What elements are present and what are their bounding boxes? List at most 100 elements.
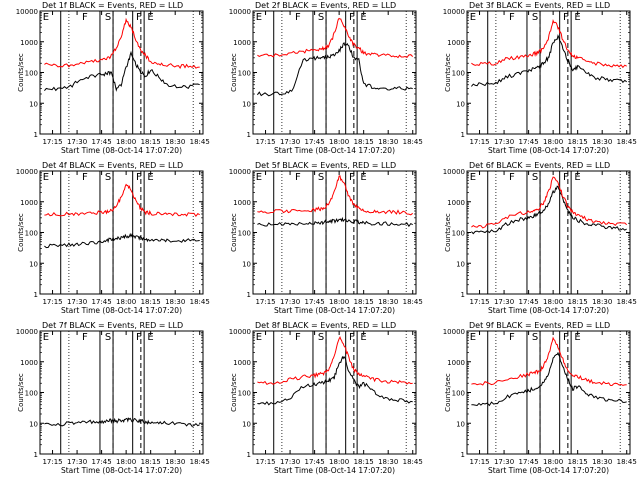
x-tick-label: 17:45 — [305, 138, 325, 146]
panel-det-5: Det 5f BLACK = Events, RED = LLD 1 10 100 10… — [229, 161, 423, 315]
x-tick-label: 18:45 — [617, 138, 637, 146]
region-label: E — [470, 332, 476, 343]
x-tick-label: 18:00 — [543, 298, 563, 306]
region-label: F — [136, 12, 142, 23]
plot-frame — [466, 10, 631, 135]
x-tick-label: 17:45 — [519, 298, 539, 306]
panel-title: Det 4f BLACK = Events, RED = LLD — [42, 161, 183, 170]
x-tick-label: 18:30 — [592, 458, 612, 466]
y-tick-label: 10000 — [229, 328, 251, 336]
y-tick-label: 1000 — [447, 199, 465, 207]
region-label: F — [563, 12, 569, 23]
region-label: F — [563, 172, 569, 183]
panel-det-8: Det 8f BLACK = Events, RED = LLD 1 10 100 10… — [229, 321, 423, 475]
x-tick-label: 17:45 — [92, 458, 112, 466]
events-series-line — [257, 355, 413, 406]
y-tick-label: 1 — [461, 451, 465, 459]
x-tick-label: 18:15 — [568, 458, 588, 466]
y-tick-label: 10000 — [229, 168, 251, 176]
events-series-line — [44, 50, 200, 92]
region-label: E — [43, 12, 49, 23]
y-tick-label: 10 — [29, 100, 38, 108]
x-tick-label: 18:00 — [116, 458, 136, 466]
y-tick-label: 100 — [238, 230, 251, 238]
x-tick-label: 18:00 — [543, 458, 563, 466]
x-tick-label: 18:15 — [354, 298, 374, 306]
x-tick-label: 18:00 — [116, 138, 136, 146]
y-tick-label: 10000 — [443, 328, 465, 336]
y-tick-label: 100 — [25, 230, 38, 238]
region-label: S — [318, 332, 324, 343]
region-label: E — [470, 172, 476, 183]
region-label: F — [349, 332, 355, 343]
region-label: E — [147, 12, 153, 23]
x-tick-label: 17:30 — [280, 138, 300, 146]
region-label: S — [532, 332, 538, 343]
x-tick-label: 17:45 — [519, 138, 539, 146]
y-tick-label: 1000 — [233, 359, 251, 367]
lld-series-line — [257, 17, 414, 59]
panel-title: Det 2f BLACK = Events, RED = LLD — [255, 1, 396, 10]
y-tick-label: 100 — [25, 70, 38, 78]
plot-frame — [252, 10, 417, 135]
region-label: E — [360, 332, 366, 343]
x-tick-label: 18:00 — [329, 458, 349, 466]
x-axis-label: Start Time (08-Oct-14 17:07:20) — [488, 146, 609, 155]
y-tick-label: 1 — [461, 291, 465, 299]
region-label: S — [532, 172, 538, 183]
x-tick-label: 18:15 — [354, 138, 374, 146]
x-tick-label: 18:15 — [354, 458, 374, 466]
region-label: F — [136, 332, 142, 343]
y-tick-label: 10 — [456, 100, 465, 108]
events-series-line — [44, 417, 200, 428]
y-tick-label: 1 — [34, 131, 38, 139]
x-tick-label: 17:15 — [42, 458, 62, 466]
region-label: F — [349, 172, 355, 183]
y-tick-label: 10000 — [16, 8, 38, 16]
x-tick-label: 17:30 — [494, 298, 514, 306]
x-tick-label: 18:30 — [592, 138, 612, 146]
x-tick-label: 18:15 — [568, 138, 588, 146]
y-tick-label: 1000 — [447, 359, 465, 367]
y-tick-label: 10 — [29, 260, 38, 268]
y-tick-label: 1000 — [233, 39, 251, 47]
x-tick-label: 17:45 — [305, 298, 325, 306]
region-label: E — [43, 172, 49, 183]
x-tick-label: 17:30 — [67, 298, 87, 306]
lld-series-line — [471, 336, 627, 387]
x-axis-label: Start Time (08-Oct-14 17:07:20) — [274, 466, 395, 475]
panel-title: Det 3f BLACK = Events, RED = LLD — [469, 1, 610, 10]
y-tick-label: 100 — [452, 390, 465, 398]
x-axis-label: Start Time (08-Oct-14 17:07:20) — [61, 306, 182, 315]
y-axis-label: Counts/sec — [230, 373, 238, 412]
y-tick-label: 1 — [34, 291, 38, 299]
y-axis-label: Counts/sec — [444, 373, 452, 412]
region-label: E — [43, 332, 49, 343]
y-tick-label: 10 — [456, 260, 465, 268]
events-series-line — [257, 216, 413, 228]
region-label: E — [574, 12, 580, 23]
y-tick-label: 1 — [247, 131, 251, 139]
x-axis-label: Start Time (08-Oct-14 17:07:20) — [61, 146, 182, 155]
events-series-line — [471, 351, 627, 407]
y-tick-label: 100 — [452, 230, 465, 238]
panel-det-2: Det 2f BLACK = Events, RED = LLD 1 10 100 10… — [229, 1, 423, 155]
panel-title: Det 5f BLACK = Events, RED = LLD — [255, 161, 396, 170]
x-tick-label: 17:15 — [255, 138, 275, 146]
x-tick-label: 17:45 — [92, 138, 112, 146]
events-series-line — [471, 34, 627, 87]
x-tick-label: 17:30 — [494, 138, 514, 146]
panel-title: Det 9f BLACK = Events, RED = LLD — [469, 321, 610, 330]
lld-series-line — [471, 176, 628, 229]
y-tick-label: 1 — [461, 131, 465, 139]
region-label: F — [136, 172, 142, 183]
region-label: F — [563, 332, 569, 343]
x-tick-label: 17:45 — [305, 458, 325, 466]
panel-det-7: Det 7f BLACK = Events, RED = LLD 1 10 100 10… — [16, 321, 210, 475]
y-tick-label: 10 — [242, 420, 251, 428]
panel-det-3: Det 3f BLACK = Events, RED = LLD 1 10 100 10… — [443, 1, 637, 155]
x-tick-label: 18:45 — [190, 458, 210, 466]
y-tick-label: 10000 — [16, 328, 38, 336]
region-label: E — [360, 12, 366, 23]
y-tick-label: 10 — [242, 100, 251, 108]
